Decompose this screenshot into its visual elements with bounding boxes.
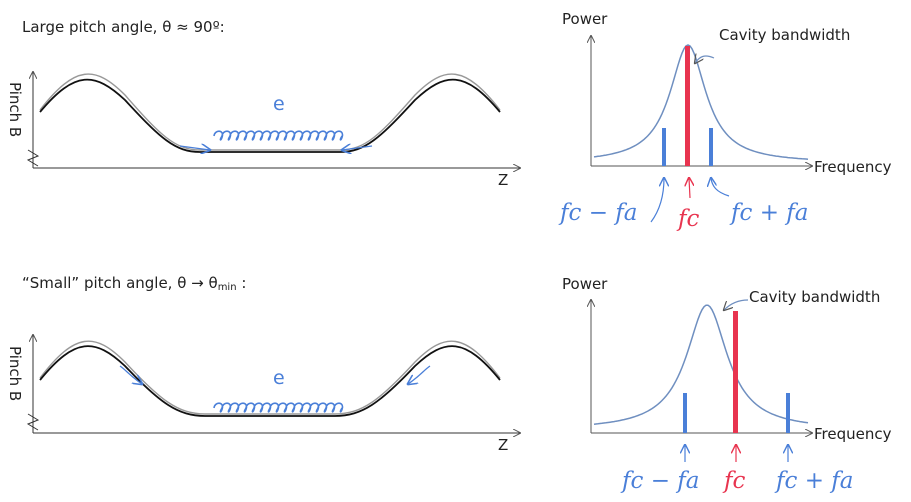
reflect-arrow-left — [179, 146, 210, 150]
caption-1: Large pitch angle, θ ≈ 90º: — [22, 18, 225, 36]
spectrum-ylabel-1: Power — [562, 10, 608, 28]
sideband-high-bar — [709, 128, 713, 166]
caption-2-sub: min — [218, 282, 237, 293]
panel-1: Large pitch angle, θ ≈ 90º: Pinch B Z e … — [6, 10, 892, 232]
axis-break-icon — [26, 149, 40, 167]
trap-xlabel-2: Z — [498, 436, 508, 454]
sideband-low-label-1: fc − fa — [558, 200, 638, 226]
sideband-low-bar — [662, 128, 666, 166]
sideband-high-label-1: fc + fa — [729, 200, 809, 226]
trap-ylabel-1: Pinch B — [6, 82, 24, 137]
cavity-bandwidth-curve — [593, 304, 809, 425]
carrier-bar — [685, 46, 690, 166]
sideband-low-label-2: fc − fa — [620, 468, 700, 494]
trap-plot-1: Pinch B Z e — [6, 72, 520, 189]
sideband-high-bar — [786, 393, 790, 433]
caption-2: “Small” pitch angle, θ → θmin : — [22, 274, 246, 293]
spectrum-xlabel-1: Frequency — [814, 158, 892, 176]
bandwidth-label-1: Cavity bandwidth — [719, 26, 850, 44]
carrier-label-1: fc — [676, 206, 700, 232]
caption-2-main: “Small” pitch angle, θ → θ — [22, 274, 218, 292]
carrier-label-2: fc — [722, 468, 746, 494]
electron-label-1: e — [273, 93, 285, 115]
field-curve — [39, 78, 501, 153]
sideband-high-label-2: fc + fa — [774, 468, 854, 494]
electron-spiral — [213, 130, 344, 141]
carrier-bar — [733, 311, 738, 433]
trap-plot-2: Pinch B Z e — [6, 335, 520, 454]
trap-xlabel-1: Z — [498, 171, 508, 189]
bandwidth-label-2: Cavity bandwidth — [749, 288, 880, 306]
caption-2-end: : — [237, 274, 247, 292]
axis-break-icon — [26, 413, 40, 431]
reflect-arrow-left — [119, 365, 142, 384]
panel-2: “Small” pitch angle, θ → θmin : Pinch B … — [6, 274, 892, 494]
bandwidth-pointer — [695, 56, 715, 63]
spectrum-ylabel-2: Power — [562, 275, 608, 293]
electron-spiral — [213, 402, 344, 413]
sideband-low-bar — [683, 393, 687, 433]
field-curve — [39, 345, 501, 417]
sideband-low-pointer — [650, 178, 664, 223]
carrier-pointer — [689, 178, 690, 199]
spectrum-xlabel-2: Frequency — [814, 425, 892, 443]
cavity-bandwidth-curve — [593, 44, 809, 160]
reflect-arrow-right — [342, 146, 373, 150]
field-curve-outer — [39, 73, 501, 151]
electron-label-2: e — [273, 367, 285, 389]
trap-ylabel-2: Pinch B — [6, 346, 24, 401]
reflect-arrow-right — [408, 365, 431, 384]
field-curve-outer — [39, 340, 501, 415]
spectrum-plot-1: Power Frequency Cavity bandwidth fc − fa… — [558, 10, 892, 232]
bandwidth-pointer — [724, 299, 749, 310]
spectrum-plot-2: Power Frequency Cavity bandwidth fc − fa… — [562, 275, 892, 494]
sideband-high-pointer — [711, 178, 730, 197]
